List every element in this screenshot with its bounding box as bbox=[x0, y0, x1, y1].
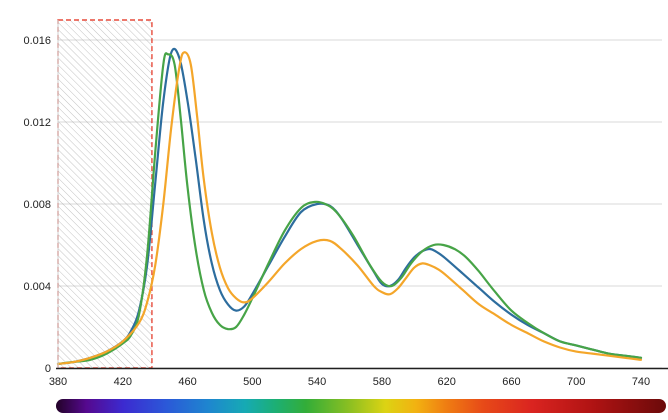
y-tick-label: 0.012 bbox=[23, 117, 51, 129]
y-tick-label: 0.016 bbox=[23, 35, 51, 47]
excluded-region-hatch bbox=[58, 20, 152, 368]
tick-label-layer: 0 0.004 0.008 0.012 0.016 380 420 460 500 540 580 6… bbox=[23, 35, 650, 388]
x-tick-label: 660 bbox=[502, 376, 520, 388]
x-tick-label: 500 bbox=[243, 376, 261, 388]
x-tick-label: 540 bbox=[308, 376, 326, 388]
y-tick-label: 0.008 bbox=[23, 199, 51, 211]
curve-series-orange bbox=[56, 51, 643, 365]
spectrum-colorbar bbox=[56, 399, 666, 413]
spectrum-colorbar-layer bbox=[56, 399, 666, 413]
x-tick-label: 460 bbox=[178, 376, 196, 388]
x-tick-label: 620 bbox=[437, 376, 455, 388]
y-tick-label: 0.004 bbox=[23, 281, 51, 293]
curve-series-green bbox=[56, 52, 643, 365]
excluded-region-layer bbox=[57, 19, 153, 369]
x-tick-label: 420 bbox=[114, 376, 132, 388]
series-layer bbox=[56, 47, 643, 365]
x-tick-label: 700 bbox=[567, 376, 585, 388]
axis-layer bbox=[56, 20, 668, 370]
x-tick-label: 380 bbox=[49, 376, 67, 388]
curve-series-blue bbox=[56, 47, 643, 365]
x-tick-label: 580 bbox=[373, 376, 391, 388]
x-tick-label: 740 bbox=[632, 376, 650, 388]
y-tick-label: 0 bbox=[45, 363, 51, 375]
